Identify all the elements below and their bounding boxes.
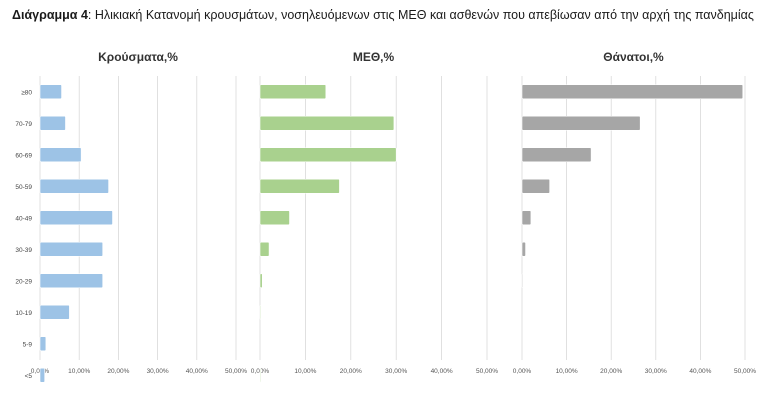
chart-title-prefix: Διάγραμμα 4 bbox=[12, 8, 88, 22]
y-category-label: 40-49 bbox=[15, 215, 32, 222]
y-category-label: 50-59 bbox=[15, 184, 32, 191]
x-tick-label: 40,00% bbox=[689, 368, 711, 375]
panel-title: Θάνατοι,% bbox=[603, 50, 664, 64]
x-tick-label: 30,00% bbox=[147, 368, 169, 375]
bar bbox=[39, 241, 104, 257]
x-tick-label: 10,00% bbox=[68, 368, 90, 375]
chart-panel-1: 0,00%10,00%20,00%30,00%40,00%50,00%ΜΕΘ,% bbox=[251, 50, 498, 383]
bar bbox=[521, 84, 744, 100]
bar bbox=[259, 241, 270, 257]
bar bbox=[39, 147, 82, 163]
bar bbox=[259, 178, 340, 194]
bar bbox=[39, 367, 46, 383]
bar bbox=[521, 241, 526, 257]
bar bbox=[39, 336, 47, 352]
bar bbox=[259, 84, 327, 100]
bar bbox=[259, 147, 397, 163]
x-tick-label: 30,00% bbox=[385, 368, 407, 375]
bar bbox=[259, 304, 262, 320]
y-category-label: ≥80 bbox=[21, 89, 32, 96]
bar bbox=[521, 115, 641, 131]
x-tick-label: 50,00% bbox=[734, 368, 756, 375]
x-tick-label: 50,00% bbox=[476, 368, 498, 375]
bar bbox=[259, 115, 395, 131]
chart-panel-2: 0,00% 10,00% 20,00% 30,00% 40,00% 50,00% Θάνατ… bbox=[513, 50, 756, 375]
y-category-label: 10-19 bbox=[15, 310, 32, 317]
bar bbox=[521, 210, 532, 226]
bar bbox=[521, 178, 550, 194]
x-tick-label: 10,00% bbox=[294, 368, 316, 375]
chart-title-text: : Ηλικιακή Κατανομή κρουσμάτων, νοσηλευό… bbox=[87, 8, 754, 22]
bar bbox=[259, 210, 290, 226]
bar bbox=[39, 115, 66, 131]
x-tick-label: 20,00% bbox=[107, 368, 129, 375]
x-tick-label: 10,00% bbox=[556, 368, 578, 375]
panel-title: Κρούσματα,% bbox=[98, 50, 178, 64]
bar bbox=[521, 147, 592, 163]
x-tick-label: 50,00% bbox=[225, 368, 247, 375]
chart-title: Διάγραμμα 4: Ηλικιακή Κατανομή κρουσμάτω… bbox=[12, 8, 754, 22]
bar bbox=[39, 178, 109, 194]
bar bbox=[39, 273, 104, 289]
y-category-label: 5-9 bbox=[23, 341, 33, 348]
x-tick-label: 20,00% bbox=[340, 368, 362, 375]
bar bbox=[39, 84, 62, 100]
bar bbox=[39, 210, 113, 226]
x-tick-label: 0,00% bbox=[513, 368, 532, 375]
x-tick-label: 30,00% bbox=[645, 368, 667, 375]
x-tick-label: 40,00% bbox=[186, 368, 208, 375]
x-tick-label: 40,00% bbox=[431, 368, 453, 375]
y-category-label: <5 bbox=[25, 373, 33, 380]
bar bbox=[521, 273, 524, 289]
y-category-label: 60-69 bbox=[15, 152, 32, 159]
bar bbox=[39, 304, 70, 320]
x-tick-label: 20,00% bbox=[600, 368, 622, 375]
bar bbox=[259, 273, 263, 289]
y-category-label: 70-79 bbox=[15, 121, 32, 128]
y-category-label: 20-29 bbox=[15, 278, 32, 285]
chart-panel-0: 0,00%10,00%20,00%30,00%40,00%50,00%Κρούσ… bbox=[15, 50, 247, 383]
panel-title: ΜΕΘ,% bbox=[353, 50, 395, 64]
bar bbox=[259, 367, 262, 383]
y-category-label: 30-39 bbox=[15, 247, 32, 254]
